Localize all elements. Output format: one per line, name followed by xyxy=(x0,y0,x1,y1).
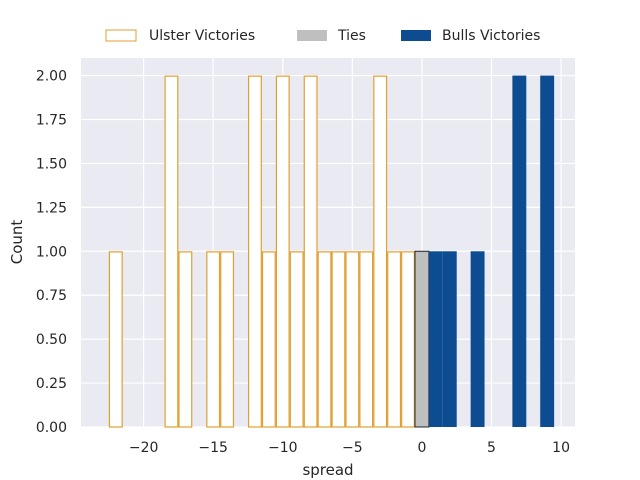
bar-bulls-victories xyxy=(470,251,485,427)
x-tick-label: −10 xyxy=(268,440,298,456)
y-tick-label: 2.00 xyxy=(36,69,67,85)
bar-bulls-victories xyxy=(428,251,443,427)
y-tick-label: 1.00 xyxy=(36,244,67,260)
x-axis-label: spread xyxy=(302,461,353,479)
bar-ulster-victories xyxy=(289,251,304,428)
legend-swatch-ulster xyxy=(105,29,137,42)
bar-ulster-victories xyxy=(275,75,290,428)
x-tick-label: −15 xyxy=(198,440,228,456)
legend: Ulster Victories Ties Bulls Victories xyxy=(105,28,540,44)
bars-group xyxy=(108,75,555,428)
bar-ulster-victories xyxy=(345,251,360,428)
y-tick-label: 1.75 xyxy=(36,113,67,129)
bar-ties xyxy=(414,250,430,428)
bar-ulster-victories xyxy=(261,251,276,428)
y-tick-label: 1.25 xyxy=(36,200,67,216)
bar-ulster-victories xyxy=(108,251,123,428)
bar-ulster-victories xyxy=(178,251,193,428)
y-tick-labels: 0.00 0.25 0.50 0.75 1.00 1.25 1.50 1.75 2.00 xyxy=(36,69,67,436)
bar-bulls-victories xyxy=(540,75,555,428)
bar-ulster-victories xyxy=(331,251,346,428)
x-tick-label: 10 xyxy=(552,440,570,456)
x-tick-label: −20 xyxy=(129,440,159,456)
bar-ulster-victories xyxy=(317,251,332,428)
bar-ulster-victories xyxy=(303,75,318,428)
legend-label-ties: Ties xyxy=(337,28,366,44)
bar-ulster-victories xyxy=(164,75,179,428)
legend-swatch-bulls xyxy=(401,30,431,41)
bar-bulls-victories xyxy=(442,251,457,427)
legend-label-ulster: Ulster Victories xyxy=(149,28,255,44)
bar-ulster-victories xyxy=(220,251,235,428)
y-tick-label: 1.50 xyxy=(36,156,67,172)
bar-bulls-victories xyxy=(512,75,527,428)
x-tick-label: 0 xyxy=(417,440,426,456)
bar-ulster-victories xyxy=(373,75,388,428)
y-tick-label: 0.25 xyxy=(36,376,67,392)
y-tick-label: 0.75 xyxy=(36,288,67,304)
y-tick-label: 0.50 xyxy=(36,332,67,348)
bar-ulster-victories xyxy=(401,251,415,428)
legend-label-bulls: Bulls Victories xyxy=(442,28,540,44)
x-tick-labels: −20 −15 −10 −5 0 5 10 xyxy=(129,440,570,456)
x-tick-label: 5 xyxy=(487,440,496,456)
bar-ulster-victories xyxy=(247,75,262,428)
bar-ulster-victories xyxy=(387,251,402,428)
legend-swatch-ties xyxy=(297,30,327,41)
x-tick-label: −5 xyxy=(342,440,363,456)
bar-ulster-victories xyxy=(206,251,221,428)
y-tick-label: 0.00 xyxy=(36,420,67,436)
bar-ulster-victories xyxy=(359,251,374,428)
y-axis-label: Count xyxy=(8,220,26,265)
